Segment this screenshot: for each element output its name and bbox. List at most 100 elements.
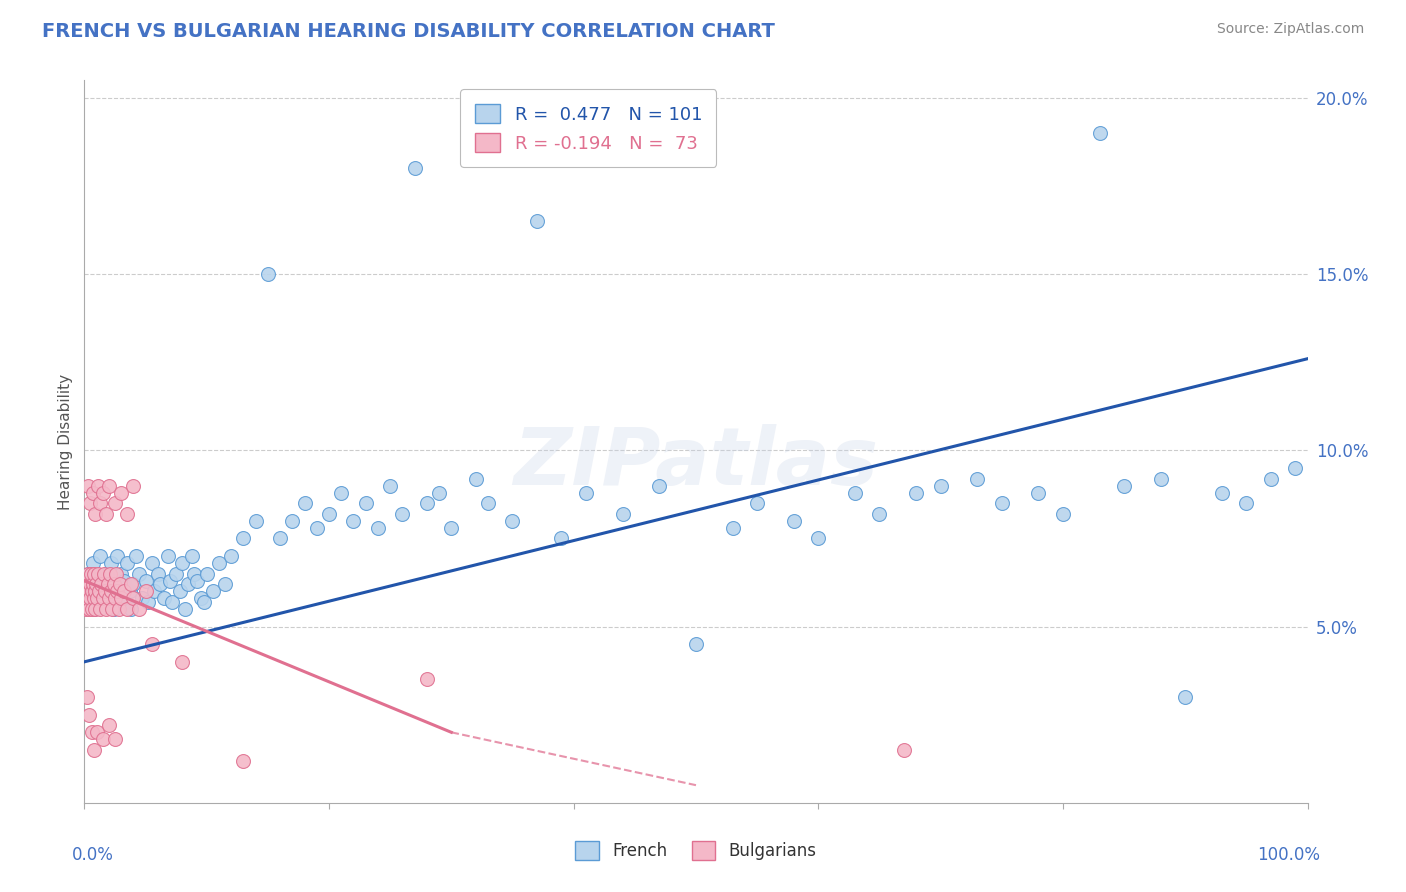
Point <box>83 584 105 599</box>
Point <box>146 566 169 581</box>
Point <box>162 595 184 609</box>
Point <box>75 602 97 616</box>
Point <box>84 507 107 521</box>
Point <box>893 743 915 757</box>
Point <box>905 485 928 500</box>
Point <box>195 566 218 581</box>
Point <box>77 602 100 616</box>
Point <box>97 584 120 599</box>
Point <box>112 574 135 588</box>
Point <box>1088 126 1111 140</box>
Point <box>991 496 1014 510</box>
Point <box>96 602 118 616</box>
Point <box>367 521 389 535</box>
Point <box>1236 496 1258 510</box>
Point <box>169 584 191 599</box>
Point <box>97 718 120 732</box>
Point <box>79 584 101 599</box>
Point <box>105 566 128 581</box>
Point <box>128 566 150 581</box>
Point <box>84 577 107 591</box>
Point <box>76 577 98 591</box>
Point <box>1150 471 1173 485</box>
Point <box>245 514 267 528</box>
Point <box>342 514 364 528</box>
Point <box>135 584 157 599</box>
Point <box>93 566 115 581</box>
Point <box>550 532 572 546</box>
Point <box>77 566 100 581</box>
Point <box>214 577 236 591</box>
Text: 100.0%: 100.0% <box>1257 847 1320 864</box>
Point <box>143 584 166 599</box>
Point <box>79 496 101 510</box>
Point <box>108 577 131 591</box>
Point <box>404 161 426 176</box>
Point <box>91 574 114 588</box>
Point <box>721 521 744 535</box>
Point <box>86 591 108 606</box>
Point <box>120 577 142 591</box>
Point <box>1114 478 1136 492</box>
Point <box>172 556 194 570</box>
Point <box>305 521 328 535</box>
Point <box>416 496 439 510</box>
Point <box>87 591 110 606</box>
Point <box>141 556 163 570</box>
Text: 0.0%: 0.0% <box>72 847 114 864</box>
Point <box>294 496 316 510</box>
Point <box>1174 690 1197 704</box>
Point <box>94 584 117 599</box>
Point <box>105 584 128 599</box>
Y-axis label: Hearing Disability: Hearing Disability <box>58 374 73 509</box>
Point <box>97 478 120 492</box>
Point <box>107 602 129 616</box>
Point <box>232 532 254 546</box>
Point <box>141 637 163 651</box>
Point <box>122 577 145 591</box>
Point <box>77 584 100 599</box>
Point <box>96 566 118 581</box>
Point <box>354 496 377 510</box>
Point <box>208 556 231 570</box>
Point <box>575 485 598 500</box>
Point <box>391 507 413 521</box>
Point <box>156 549 179 563</box>
Point <box>77 566 100 581</box>
Point <box>125 549 148 563</box>
Point <box>201 584 224 599</box>
Point <box>105 549 128 563</box>
Point <box>380 478 402 492</box>
Point <box>502 514 524 528</box>
Point <box>103 577 125 591</box>
Point <box>464 471 486 485</box>
Point <box>89 496 111 510</box>
Point <box>89 602 111 616</box>
Point <box>110 485 132 500</box>
Point <box>80 584 103 599</box>
Point <box>89 549 111 563</box>
Point <box>330 485 353 500</box>
Point <box>186 574 208 588</box>
Point <box>257 267 280 281</box>
Point <box>75 584 97 599</box>
Point <box>96 507 118 521</box>
Point <box>87 478 110 492</box>
Point <box>131 591 153 606</box>
Point <box>86 725 108 739</box>
Point <box>104 496 127 510</box>
Point <box>648 478 671 492</box>
Point <box>104 732 127 747</box>
Text: Source: ZipAtlas.com: Source: ZipAtlas.com <box>1216 22 1364 37</box>
Point <box>1052 507 1074 521</box>
Point <box>1028 485 1050 500</box>
Point <box>115 602 138 616</box>
Legend: French, Bulgarians: French, Bulgarians <box>568 835 824 867</box>
Point <box>97 577 120 591</box>
Point <box>80 725 103 739</box>
Point <box>929 478 952 492</box>
Point <box>135 574 157 588</box>
Point <box>104 591 127 606</box>
Point <box>104 577 127 591</box>
Point <box>269 532 291 546</box>
